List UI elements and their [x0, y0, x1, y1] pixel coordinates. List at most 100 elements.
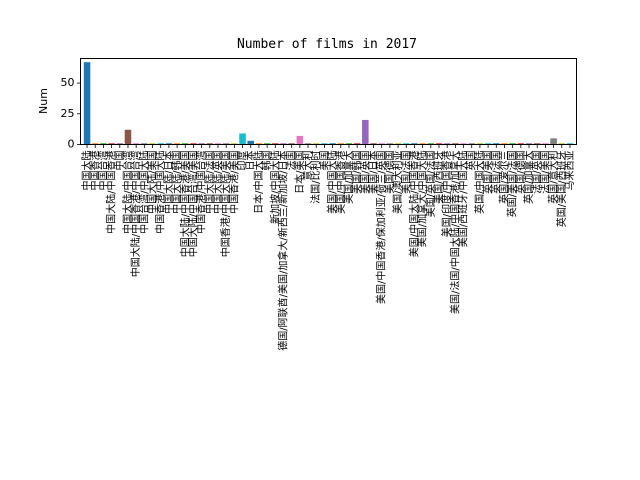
bar	[124, 129, 132, 145]
x-tick-label: 英国/中国大陆	[473, 151, 486, 214]
bar	[108, 143, 115, 145]
bar	[157, 143, 164, 145]
bar	[345, 143, 353, 145]
x-tick-label: 中国	[113, 151, 126, 171]
bar	[525, 143, 533, 145]
bars-group	[83, 62, 574, 145]
x-tick-label: 英国/美国/法国	[506, 151, 519, 218]
x-tick-label: 美国/韩国	[350, 151, 363, 194]
bar	[263, 143, 271, 145]
x-tick-label: 美国/印度/中国香港	[440, 151, 453, 238]
x-tick-label: 美国/日本	[367, 151, 380, 194]
bar	[247, 140, 255, 145]
bar	[402, 143, 410, 145]
bar	[239, 133, 246, 145]
bar	[550, 138, 557, 145]
x-tick-label: 中国大陆/中国香港/中国台湾	[129, 151, 142, 278]
x-tick-label: 美国/加拿大/中国大陆	[416, 151, 429, 248]
bar	[353, 143, 361, 145]
bar	[141, 143, 148, 145]
bar	[542, 143, 549, 145]
x-tick-label: 法国/英国	[530, 151, 543, 194]
x-tick-label: 英国/美国	[481, 151, 494, 194]
x-tick-label: 美国/澳大利亚	[391, 151, 404, 214]
x-tick-label: 日本/美国	[293, 151, 306, 194]
bar	[419, 143, 426, 145]
x-tick-label: 美国	[317, 151, 330, 171]
bar	[533, 143, 541, 145]
x-tick-label: 印度	[236, 151, 249, 171]
bar	[460, 143, 467, 145]
bar	[468, 143, 476, 145]
x-tick-label: 日本/中国大陆	[252, 151, 265, 214]
bar	[132, 143, 140, 145]
bar	[190, 143, 197, 145]
bar	[280, 143, 287, 145]
bar	[255, 143, 263, 145]
plot-frame	[80, 58, 577, 145]
y-tick-label: 25	[61, 107, 75, 120]
bar	[337, 143, 345, 145]
bar	[149, 143, 156, 145]
x-tick-label: 中国大陆/中国香港/美国	[178, 151, 191, 258]
x-tick-label: 新加坡/中国大陆	[268, 151, 281, 224]
bar	[566, 143, 574, 145]
bar	[272, 143, 279, 145]
bar	[222, 143, 230, 145]
bar	[435, 143, 443, 145]
x-tick-label: 中国大陆	[80, 151, 93, 191]
bar	[321, 143, 328, 145]
x-tick-label: 中国大陆/韩国	[170, 151, 183, 214]
x-tick-label: 美国/法国/中国大陆/中国香港/加拿大	[448, 151, 461, 314]
bar	[116, 143, 124, 145]
x-tick-label: 中国台湾	[96, 151, 109, 191]
bar	[476, 143, 484, 145]
x-tick-label: 中国香港/中国台湾	[195, 151, 208, 234]
bar	[214, 143, 222, 145]
x-tick-label: 韩国	[260, 151, 273, 171]
x-tick-label: 意大利	[301, 151, 314, 181]
x-tick-label: 美国/英国/法国	[424, 151, 437, 218]
bar	[231, 143, 238, 145]
x-tick-label: 美国/中国大陆/中国香港	[407, 151, 420, 258]
x-tick-label: 美国/德国	[383, 151, 396, 194]
y-axis-label: Num	[37, 88, 50, 114]
x-tick-label: 中国香港/中国大陆	[154, 151, 167, 234]
x-tick-label: 中国大陆/美国	[146, 151, 159, 214]
bar	[370, 143, 377, 145]
bar	[484, 143, 492, 145]
bar	[165, 143, 173, 145]
x-tick-label: 法国/美国	[538, 151, 551, 194]
bar	[173, 143, 181, 145]
x-tick-label: 中国大陆/英国	[211, 151, 224, 214]
bar	[427, 143, 435, 145]
bar	[378, 143, 385, 145]
x-tick-label: 中国台湾/中国大陆	[137, 151, 150, 234]
bar	[558, 143, 566, 145]
x-tick-label: 美国/西班牙/中国大陆	[457, 151, 470, 248]
bar	[394, 143, 402, 145]
bar	[312, 143, 320, 145]
x-axis-ticks: 中国大陆中国香港中国台湾中国大陆/中国香港中国中国大陆/中国台湾中国大陆/中国香…	[80, 144, 576, 351]
x-tick-label: 美国/加拿大	[342, 151, 355, 204]
x-tick-label: 中国大陆/中国香港	[105, 151, 118, 234]
y-tick-label: 0	[68, 138, 75, 151]
x-tick-label: 美国/中国香港/保加利亚/荷兰/英国	[375, 151, 388, 304]
bar	[443, 143, 451, 145]
bar	[329, 143, 336, 145]
x-tick-label: 中国大陆/中国台湾/美国	[186, 151, 199, 258]
x-tick-label: 英国/意大利	[547, 151, 560, 204]
x-tick-label: 英国/法国	[489, 151, 502, 194]
x-tick-label: 法国	[285, 151, 298, 171]
x-tick-label: 中国大陆/中国台湾	[121, 151, 134, 234]
bar	[296, 135, 304, 145]
bar	[181, 143, 189, 145]
bar	[206, 143, 214, 145]
x-tick-label: 法国/比利时	[309, 151, 322, 204]
x-tick-label: 英国	[465, 151, 478, 171]
x-tick-label: 美国/英国	[358, 151, 371, 194]
x-tick-label: 美国/中国香港	[334, 151, 347, 214]
x-tick-label: 美国/西班牙	[432, 151, 445, 204]
bar	[493, 143, 500, 145]
